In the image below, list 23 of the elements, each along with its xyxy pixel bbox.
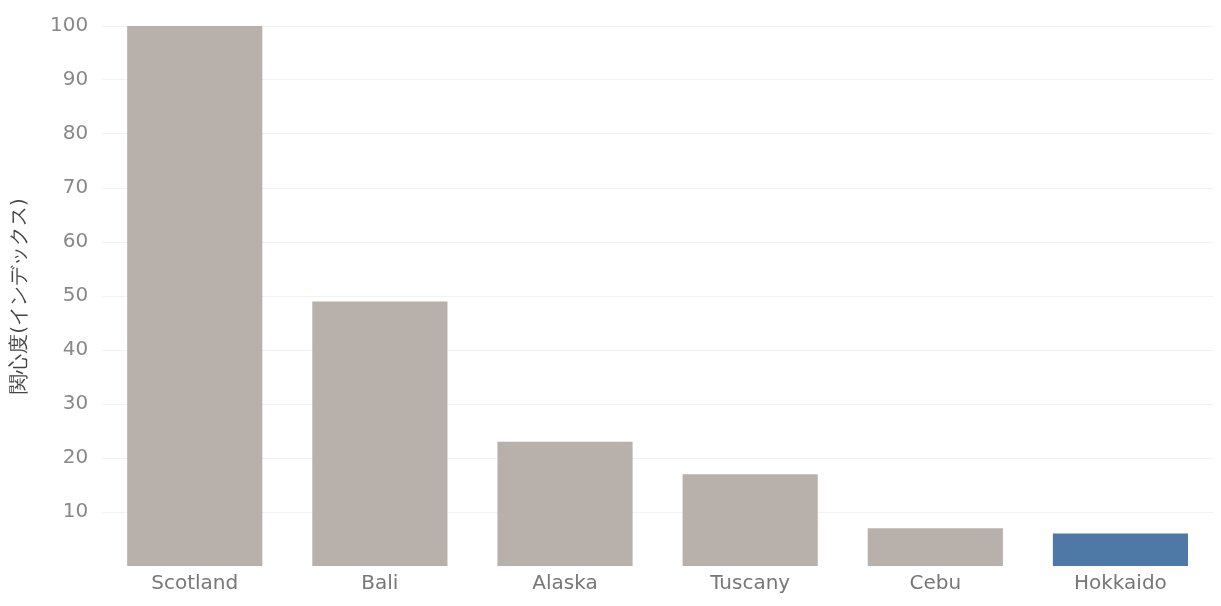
bar [867, 528, 1003, 566]
bar [682, 474, 818, 566]
y-tick-label: 80 [62, 120, 89, 145]
y-axis-title: 関心度(インデックス) [6, 198, 31, 394]
y-tick-label: 20 [62, 444, 89, 469]
x-tick-label: Cebu [909, 570, 962, 595]
x-tick-label: Tuscany [709, 570, 791, 595]
bar [127, 26, 263, 566]
y-tick-label: 40 [62, 336, 89, 361]
y-tick-label: 70 [62, 174, 89, 199]
bar [497, 441, 633, 566]
y-tick-label: 50 [62, 282, 89, 307]
y-tick-label: 100 [49, 12, 89, 37]
x-tick-label: Alaska [532, 570, 598, 595]
x-tick-label: Scotland [151, 570, 239, 595]
x-tick-label: Bali [361, 570, 399, 595]
y-tick-label: 10 [62, 498, 89, 523]
y-tick-label: 90 [62, 66, 89, 91]
bar [1052, 533, 1189, 566]
bar [312, 301, 448, 566]
x-tick-label: Hokkaido [1074, 570, 1167, 595]
y-tick-label: 30 [62, 390, 89, 415]
y-tick-label: 60 [62, 228, 89, 253]
